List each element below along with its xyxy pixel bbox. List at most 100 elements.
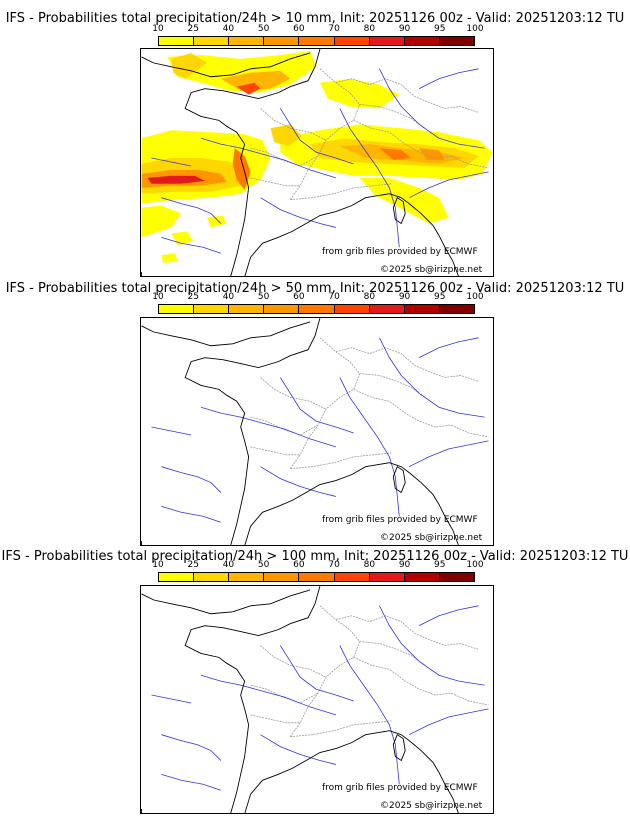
admin-border-line — [289, 68, 361, 200]
copyright-credit: ©2025 sb@irizpne.net — [380, 801, 483, 811]
colorbar-tick-label: 60 — [293, 24, 305, 34]
colorbar-tick-label: 40 — [222, 292, 235, 302]
corsica-coastline — [392, 197, 406, 225]
map-frame — [140, 317, 494, 546]
colorbar-swatch — [404, 305, 440, 313]
panel-50mm: IFS - Probabilities total precipitation/… — [0, 268, 630, 546]
colorbar-tick-label: 60 — [293, 292, 305, 302]
coastline — [141, 321, 311, 347]
admin-border-line — [290, 452, 392, 470]
river-line — [151, 426, 192, 436]
river-line — [379, 337, 485, 418]
colorbar — [158, 36, 475, 46]
coastline — [141, 52, 311, 78]
colorbar-tick-label: 10 — [152, 24, 164, 34]
colorbar-swatch — [404, 573, 440, 581]
colorbar-tick-label: 10 — [152, 560, 164, 570]
river-line — [339, 108, 400, 248]
admin-border-line — [260, 108, 327, 141]
colorbar-swatch — [159, 305, 195, 313]
copyright-credit: ©2025 sb@irizpne.net — [380, 533, 483, 543]
precip-probability-area — [270, 124, 303, 147]
colorbar-swatch — [264, 37, 300, 45]
precip-probability-area — [206, 215, 227, 228]
precip-probability-area — [171, 52, 207, 79]
colorbar-swatch — [264, 573, 300, 581]
colorbar-tick-label: 50 — [257, 24, 270, 34]
colorbar-swatch — [334, 305, 370, 313]
precip-probability-area — [141, 205, 182, 238]
colorbar-swatch — [229, 305, 265, 313]
colorbar-swatch — [404, 37, 440, 45]
colorbar-swatch — [369, 37, 405, 45]
colorbar-ticks: 10 25 40 50 60 70 80 90 95 100 — [152, 24, 483, 35]
colorbar-tick-label: 80 — [363, 292, 376, 302]
precip-probability-area — [147, 175, 205, 184]
admin-border-line — [250, 684, 319, 704]
precip-probability-area — [220, 70, 291, 91]
panel-100mm: IFS - Probabilities total precipitation/… — [0, 538, 630, 814]
admin-border-line — [335, 615, 479, 650]
colorbar-tick-label: 60 — [293, 560, 305, 570]
colorbar-tick-label: 40 — [222, 560, 235, 570]
colorbar-tick-label: 50 — [257, 560, 270, 570]
colorbar-swatch — [299, 305, 335, 313]
river-line — [418, 605, 479, 627]
coastline — [400, 197, 459, 276]
panel-title: IFS - Probabilities total precipitation/… — [5, 281, 625, 296]
colorbar-tick-label: 25 — [187, 24, 199, 34]
river-line — [200, 137, 336, 179]
river-line — [418, 337, 479, 359]
precip-probability-area — [161, 253, 178, 264]
colorbar-swatch — [439, 305, 474, 313]
precip-probability-area — [319, 78, 400, 109]
colorbar-tick-label: 70 — [328, 24, 340, 34]
admin-border-line — [260, 377, 327, 410]
river-line — [161, 466, 222, 493]
colorbar-tick-label: 90 — [398, 560, 411, 570]
corsica-coastline — [392, 466, 406, 494]
colorbar-swatch — [299, 573, 335, 581]
coastline — [141, 589, 311, 615]
river-line — [200, 406, 336, 448]
river-line — [409, 171, 489, 199]
colorbar-tick-label: 100 — [466, 560, 484, 570]
colorbar-swatch — [264, 305, 300, 313]
admin-border-line — [359, 641, 426, 666]
panel-10mm: IFS - Probabilities total precipitation/… — [0, 0, 630, 277]
admin-border-line — [353, 120, 489, 169]
colorbar-tick-label: 80 — [363, 24, 376, 34]
admin-border-line — [359, 373, 426, 398]
colorbar-tick-label: 70 — [328, 560, 340, 570]
colorbar-swatch — [439, 573, 474, 581]
colorbar-swatch — [369, 305, 405, 313]
admin-border-line — [335, 347, 479, 382]
river-line — [339, 377, 400, 517]
admin-border-line — [250, 714, 301, 724]
colorbar-tick-label: 100 — [466, 24, 484, 34]
colorbar — [158, 304, 475, 314]
corsica-coastline — [392, 734, 406, 762]
admin-border-line — [290, 183, 392, 201]
river-line — [260, 734, 336, 765]
coastline — [244, 193, 402, 276]
colorbar-swatch — [334, 37, 370, 45]
colorbar-swatch — [229, 37, 265, 45]
coastline — [244, 462, 402, 545]
colorbar-tick-label: 100 — [466, 292, 484, 302]
admin-border-line — [250, 177, 301, 187]
source-credit: from grib files provided by ECMWF — [322, 515, 478, 525]
river-line — [161, 773, 221, 791]
colorbar — [158, 572, 475, 582]
colorbar-tick-label: 90 — [398, 24, 411, 34]
colorbar-swatch — [299, 37, 335, 45]
source-credit: from grib files provided by ECMWF — [322, 247, 478, 257]
colorbar-ticks: 10 25 40 50 60 70 80 90 95 100 — [152, 560, 483, 571]
panel-title: IFS - Probabilities total precipitation/… — [1, 549, 629, 564]
colorbar-tick-label: 40 — [222, 24, 235, 34]
admin-border-line — [289, 337, 361, 469]
admin-border-line — [290, 720, 392, 738]
river-line — [161, 734, 222, 761]
admin-border-line — [289, 605, 361, 737]
colorbar-swatch — [194, 37, 230, 45]
